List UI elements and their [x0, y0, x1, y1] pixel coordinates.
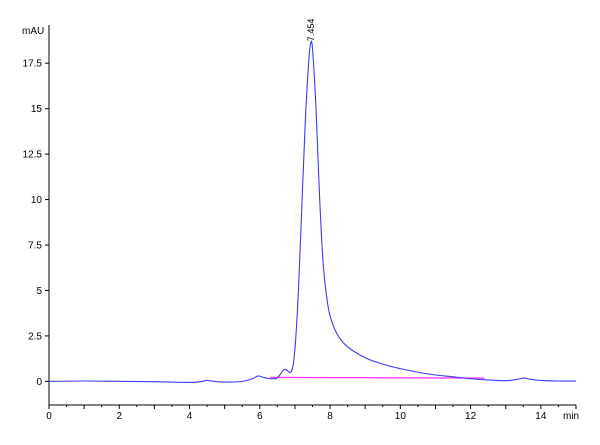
y-tick-label: 0 [36, 377, 42, 388]
x-tick-label: 8 [327, 411, 333, 422]
y-tick-label: 17.5 [23, 59, 43, 70]
x-tick-label: 12 [465, 411, 477, 422]
axes [48, 25, 576, 406]
y-tick-label: 7.5 [28, 241, 42, 252]
chromatogram-trace [48, 40, 577, 384]
integration-baseline [270, 376, 485, 379]
y-tick-label: 5 [36, 286, 42, 297]
y-axis-label: mAU [22, 26, 44, 37]
x-tick-label: 6 [257, 411, 263, 422]
plot-area: 7.454 [48, 19, 577, 384]
y-tick-label: 2.5 [28, 331, 42, 342]
x-tick-label: 4 [187, 411, 193, 422]
y-tick-label: 12.5 [23, 150, 43, 161]
x-tick-label: 0 [46, 411, 52, 422]
y-axis-ticks: 0 2.5 5 7.5 10 12.5 15 17.5 [23, 59, 49, 388]
x-axis-label: min [563, 411, 579, 422]
x-tick-label: 14 [535, 411, 547, 422]
peak-label: 7.454 [306, 19, 316, 42]
x-tick-label: 10 [395, 411, 407, 422]
y-tick-label: 15 [31, 104, 43, 115]
y-tick-label: 10 [31, 195, 43, 206]
x-axis-ticks: 0 2 4 6 8 10 12 14 [46, 405, 577, 422]
x-tick-label: 2 [116, 411, 122, 422]
